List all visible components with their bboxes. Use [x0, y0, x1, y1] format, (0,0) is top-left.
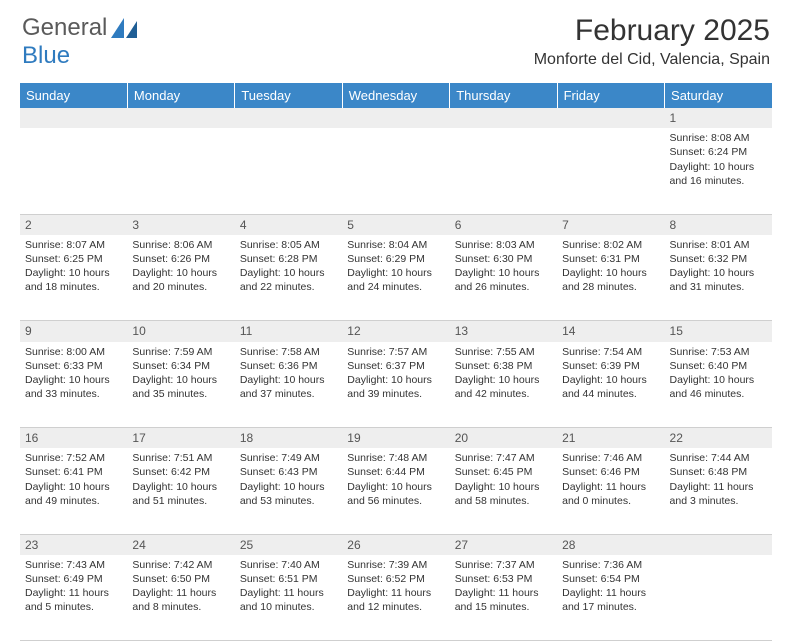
day-cell: Sunrise: 8:01 AM Sunset: 6:32 PM Dayligh…: [665, 235, 772, 321]
day-number: 14: [557, 321, 664, 342]
day-number: 25: [235, 534, 342, 555]
day-cell: [20, 128, 127, 214]
day-number: 16: [20, 428, 127, 449]
day-number: 11: [235, 321, 342, 342]
header: General February 2025 Monforte del Cid, …: [0, 0, 792, 75]
dayname-thursday: Thursday: [450, 83, 557, 108]
dayname-wednesday: Wednesday: [342, 83, 449, 108]
day-number: 26: [342, 534, 449, 555]
day-cell: Sunrise: 7:42 AM Sunset: 6:50 PM Dayligh…: [127, 555, 234, 641]
day-cell: Sunrise: 7:55 AM Sunset: 6:38 PM Dayligh…: [450, 342, 557, 428]
day-cell: [235, 128, 342, 214]
dayname-friday: Friday: [557, 83, 664, 108]
day-number: 3: [127, 214, 234, 235]
logo: General: [22, 14, 137, 42]
day-number: 20: [450, 428, 557, 449]
dayname-row: Sunday Monday Tuesday Wednesday Thursday…: [20, 83, 772, 108]
day-number: 19: [342, 428, 449, 449]
day-number: 27: [450, 534, 557, 555]
day-number: 21: [557, 428, 664, 449]
day-cell: Sunrise: 8:07 AM Sunset: 6:25 PM Dayligh…: [20, 235, 127, 321]
day-number: 1: [665, 108, 772, 128]
day-number: 23: [20, 534, 127, 555]
day-cell: Sunrise: 7:54 AM Sunset: 6:39 PM Dayligh…: [557, 342, 664, 428]
logo-text-blue: Blue: [22, 42, 70, 70]
day-cell: Sunrise: 7:53 AM Sunset: 6:40 PM Dayligh…: [665, 342, 772, 428]
dayname-saturday: Saturday: [665, 83, 772, 108]
day-cell: Sunrise: 7:51 AM Sunset: 6:42 PM Dayligh…: [127, 448, 234, 534]
day-number: 13: [450, 321, 557, 342]
day-number: 15: [665, 321, 772, 342]
dayname-monday: Monday: [127, 83, 234, 108]
daynum-row: 9101112131415: [20, 321, 772, 342]
day-cell: Sunrise: 7:46 AM Sunset: 6:46 PM Dayligh…: [557, 448, 664, 534]
day-content-row: Sunrise: 8:00 AM Sunset: 6:33 PM Dayligh…: [20, 342, 772, 428]
day-cell: Sunrise: 7:44 AM Sunset: 6:48 PM Dayligh…: [665, 448, 772, 534]
day-cell: Sunrise: 7:52 AM Sunset: 6:41 PM Dayligh…: [20, 448, 127, 534]
day-cell: Sunrise: 7:59 AM Sunset: 6:34 PM Dayligh…: [127, 342, 234, 428]
day-content-row: Sunrise: 7:52 AM Sunset: 6:41 PM Dayligh…: [20, 448, 772, 534]
day-cell: Sunrise: 7:48 AM Sunset: 6:44 PM Dayligh…: [342, 448, 449, 534]
day-cell: Sunrise: 7:47 AM Sunset: 6:45 PM Dayligh…: [450, 448, 557, 534]
day-number: 10: [127, 321, 234, 342]
day-number: [235, 108, 342, 128]
day-number: 17: [127, 428, 234, 449]
day-number: 6: [450, 214, 557, 235]
calendar-table: Sunday Monday Tuesday Wednesday Thursday…: [20, 83, 772, 641]
day-cell: Sunrise: 8:05 AM Sunset: 6:28 PM Dayligh…: [235, 235, 342, 321]
day-cell: [342, 128, 449, 214]
dayname-sunday: Sunday: [20, 83, 127, 108]
day-number: [665, 534, 772, 555]
day-content-row: Sunrise: 8:08 AM Sunset: 6:24 PM Dayligh…: [20, 128, 772, 214]
day-cell: [127, 128, 234, 214]
day-number: 18: [235, 428, 342, 449]
day-number: 24: [127, 534, 234, 555]
day-cell: Sunrise: 8:03 AM Sunset: 6:30 PM Dayligh…: [450, 235, 557, 321]
day-cell: Sunrise: 7:36 AM Sunset: 6:54 PM Dayligh…: [557, 555, 664, 641]
day-cell: Sunrise: 7:58 AM Sunset: 6:36 PM Dayligh…: [235, 342, 342, 428]
day-number: 9: [20, 321, 127, 342]
daynum-row: 16171819202122: [20, 428, 772, 449]
location-subtitle: Monforte del Cid, Valencia, Spain: [534, 51, 770, 69]
day-cell: Sunrise: 7:43 AM Sunset: 6:49 PM Dayligh…: [20, 555, 127, 641]
day-number: 2: [20, 214, 127, 235]
dayname-tuesday: Tuesday: [235, 83, 342, 108]
day-number: [127, 108, 234, 128]
day-number: [342, 108, 449, 128]
day-number: 5: [342, 214, 449, 235]
daynum-row: 1: [20, 108, 772, 128]
day-number: 12: [342, 321, 449, 342]
day-cell: Sunrise: 8:04 AM Sunset: 6:29 PM Dayligh…: [342, 235, 449, 321]
day-cell: Sunrise: 7:57 AM Sunset: 6:37 PM Dayligh…: [342, 342, 449, 428]
day-cell: Sunrise: 7:39 AM Sunset: 6:52 PM Dayligh…: [342, 555, 449, 641]
sail-icon: [111, 18, 137, 38]
page-title: February 2025: [534, 14, 770, 48]
day-number: 7: [557, 214, 664, 235]
day-cell: Sunrise: 8:00 AM Sunset: 6:33 PM Dayligh…: [20, 342, 127, 428]
title-block: February 2025 Monforte del Cid, Valencia…: [534, 14, 770, 69]
daynum-row: 2345678: [20, 214, 772, 235]
day-cell: Sunrise: 7:49 AM Sunset: 6:43 PM Dayligh…: [235, 448, 342, 534]
day-cell: [450, 128, 557, 214]
day-number: [20, 108, 127, 128]
day-cell: Sunrise: 8:02 AM Sunset: 6:31 PM Dayligh…: [557, 235, 664, 321]
day-cell: Sunrise: 7:40 AM Sunset: 6:51 PM Dayligh…: [235, 555, 342, 641]
day-cell: [665, 555, 772, 641]
day-number: [450, 108, 557, 128]
day-cell: Sunrise: 7:37 AM Sunset: 6:53 PM Dayligh…: [450, 555, 557, 641]
day-cell: [557, 128, 664, 214]
day-number: [557, 108, 664, 128]
day-number: 8: [665, 214, 772, 235]
day-number: 28: [557, 534, 664, 555]
calendar-body: 1Sunrise: 8:08 AM Sunset: 6:24 PM Daylig…: [20, 108, 772, 641]
daynum-row: 232425262728: [20, 534, 772, 555]
day-cell: Sunrise: 8:08 AM Sunset: 6:24 PM Dayligh…: [665, 128, 772, 214]
day-cell: Sunrise: 8:06 AM Sunset: 6:26 PM Dayligh…: [127, 235, 234, 321]
day-number: 4: [235, 214, 342, 235]
day-number: 22: [665, 428, 772, 449]
day-content-row: Sunrise: 7:43 AM Sunset: 6:49 PM Dayligh…: [20, 555, 772, 641]
day-content-row: Sunrise: 8:07 AM Sunset: 6:25 PM Dayligh…: [20, 235, 772, 321]
logo-text-general: General: [22, 14, 107, 42]
